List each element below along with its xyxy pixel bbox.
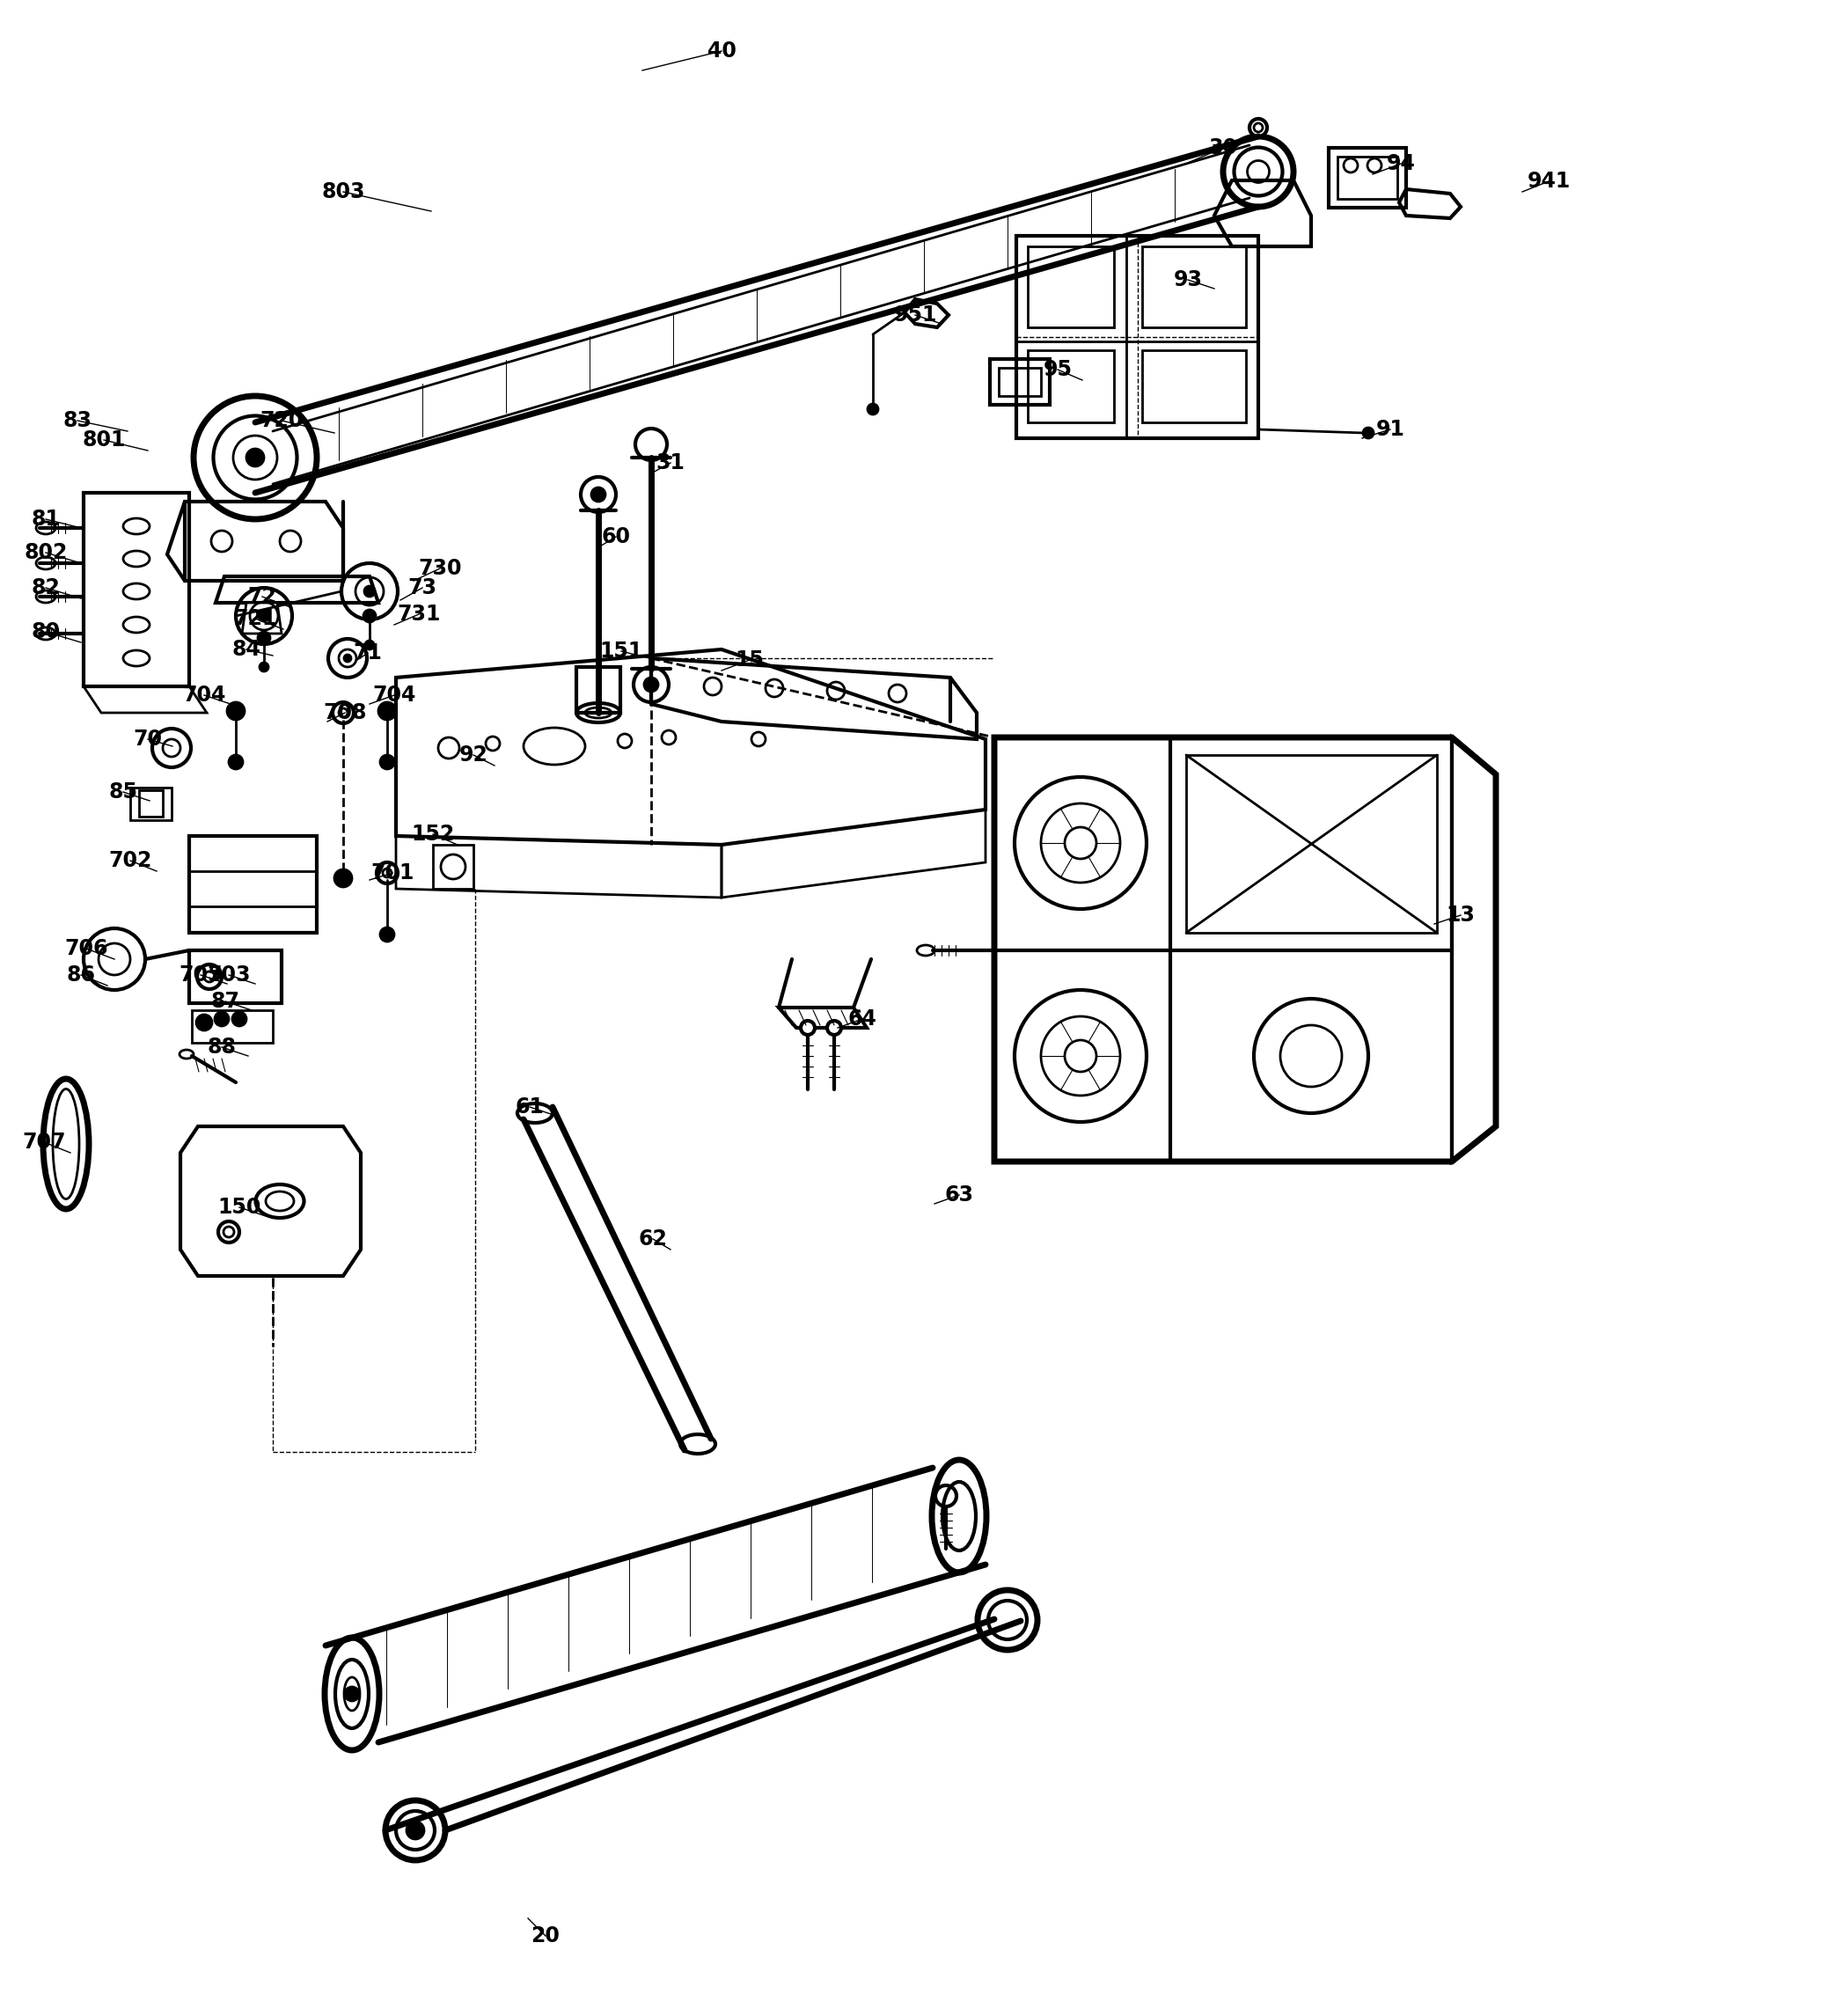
Circle shape — [1363, 427, 1374, 437]
Text: 63: 63 — [945, 1185, 973, 1206]
Text: 703: 703 — [207, 964, 251, 986]
Circle shape — [634, 667, 669, 702]
Circle shape — [409, 1822, 423, 1837]
Circle shape — [801, 1020, 815, 1034]
Text: 70: 70 — [134, 728, 163, 750]
Text: 80: 80 — [31, 621, 60, 643]
Text: 706: 706 — [64, 937, 108, 960]
Circle shape — [379, 927, 394, 941]
Circle shape — [214, 1012, 229, 1026]
Circle shape — [344, 1687, 359, 1702]
Bar — [1185, 756, 1436, 933]
Text: 731: 731 — [398, 603, 440, 625]
Text: 83: 83 — [62, 409, 92, 431]
Text: 87: 87 — [211, 990, 240, 1012]
Text: 707: 707 — [22, 1131, 66, 1153]
Bar — [1328, 147, 1407, 208]
Bar — [1337, 157, 1398, 200]
Ellipse shape — [245, 450, 264, 466]
Text: 61: 61 — [515, 1097, 544, 1117]
Text: 730: 730 — [418, 558, 462, 579]
Text: 701: 701 — [370, 863, 414, 883]
Text: 803: 803 — [321, 181, 365, 202]
Circle shape — [229, 756, 244, 768]
Bar — [1028, 246, 1114, 327]
Bar — [577, 667, 621, 714]
Circle shape — [344, 655, 352, 661]
Bar — [1028, 351, 1114, 423]
Text: 81: 81 — [31, 508, 60, 530]
Circle shape — [260, 663, 267, 671]
Circle shape — [365, 587, 376, 597]
Text: 20: 20 — [531, 1925, 561, 1947]
Text: 704: 704 — [372, 685, 416, 706]
Circle shape — [196, 1014, 213, 1030]
Circle shape — [365, 641, 374, 649]
Circle shape — [1249, 119, 1268, 137]
Circle shape — [227, 702, 245, 720]
Text: 91: 91 — [1376, 419, 1405, 439]
Circle shape — [333, 702, 354, 724]
Text: 88: 88 — [207, 1036, 236, 1058]
Text: 720: 720 — [260, 409, 304, 431]
Polygon shape — [139, 790, 163, 816]
Text: 801: 801 — [82, 429, 126, 450]
Circle shape — [636, 429, 667, 460]
Circle shape — [581, 478, 616, 512]
Circle shape — [826, 1020, 841, 1034]
Ellipse shape — [37, 556, 55, 569]
Text: 73: 73 — [409, 577, 436, 599]
Text: 13: 13 — [1445, 905, 1475, 925]
Ellipse shape — [37, 522, 55, 534]
Text: 62: 62 — [638, 1228, 667, 1250]
Text: 150: 150 — [218, 1198, 262, 1218]
Text: 72: 72 — [247, 587, 277, 607]
Bar — [1141, 351, 1246, 423]
Circle shape — [379, 756, 394, 768]
Text: 802: 802 — [24, 542, 68, 562]
Text: 82: 82 — [31, 577, 60, 599]
Ellipse shape — [37, 591, 55, 603]
Text: 31: 31 — [656, 452, 685, 474]
Text: 84: 84 — [233, 639, 260, 659]
Ellipse shape — [916, 946, 934, 956]
Text: 64: 64 — [848, 1008, 878, 1030]
Circle shape — [258, 631, 269, 645]
Text: 95: 95 — [1042, 359, 1072, 381]
Circle shape — [233, 1012, 245, 1026]
Text: 704: 704 — [183, 685, 225, 706]
Text: 15: 15 — [735, 649, 764, 671]
Circle shape — [592, 488, 605, 502]
Text: 60: 60 — [601, 526, 630, 546]
Text: 93: 93 — [1172, 270, 1202, 290]
Bar — [998, 367, 1041, 395]
Circle shape — [868, 403, 878, 415]
Text: 151: 151 — [599, 641, 643, 661]
Text: 152: 152 — [410, 825, 454, 845]
Ellipse shape — [37, 627, 55, 639]
Polygon shape — [242, 603, 282, 633]
Circle shape — [645, 677, 658, 691]
Text: 94: 94 — [1387, 153, 1416, 173]
Text: 951: 951 — [894, 304, 936, 327]
Bar — [989, 359, 1050, 405]
Circle shape — [335, 869, 352, 887]
Text: 86: 86 — [66, 964, 95, 986]
Text: 92: 92 — [460, 744, 487, 766]
Text: 40: 40 — [707, 40, 736, 62]
Text: 702: 702 — [108, 851, 152, 871]
Circle shape — [379, 702, 396, 720]
Circle shape — [258, 611, 269, 621]
Text: 721: 721 — [233, 609, 277, 629]
Text: 708: 708 — [322, 702, 366, 724]
Text: 71: 71 — [354, 643, 383, 663]
Ellipse shape — [180, 1050, 194, 1058]
Text: 705: 705 — [180, 964, 222, 986]
Text: 85: 85 — [108, 782, 137, 802]
Text: 941: 941 — [1528, 171, 1570, 192]
Bar — [1141, 246, 1246, 327]
Text: 30: 30 — [1209, 137, 1238, 159]
Circle shape — [363, 609, 376, 623]
